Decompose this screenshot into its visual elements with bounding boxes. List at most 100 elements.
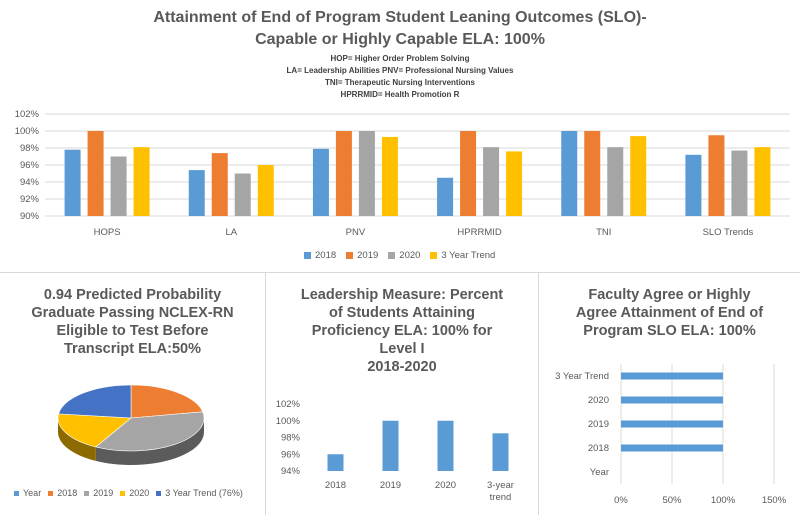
pie-title-line4: Transcript ELA:50%: [64, 341, 201, 357]
main-bar-2019: [335, 131, 352, 216]
fac-bar: [621, 396, 723, 404]
pie-slice-side-2020: [58, 418, 96, 461]
leadership-title-line4: Level I: [379, 341, 425, 357]
pie-legend-swatch-year: [14, 490, 19, 496]
main-bar-2020: [110, 156, 127, 216]
main-y-tick-label: 102%: [15, 109, 40, 120]
lead-x-tick-label: 3-year: [487, 480, 514, 491]
pie-legend-2018: 2018: [57, 488, 78, 498]
fac-y-tick-label: 2020: [588, 395, 609, 406]
main-bar-2020: [483, 147, 500, 216]
legend-swatch-3yr: [430, 252, 438, 259]
pie-chart-legend: Year 2018 2019 2020 3 Year Trend (76%): [14, 488, 243, 498]
main-bar-3-year-trend: [133, 147, 150, 216]
main-bar-3-year-trend: [381, 136, 398, 216]
pie-slice-2019: [95, 411, 205, 452]
leadership-title-line1: Leadership Measure: Percent: [300, 287, 504, 303]
main-bar-3-year-trend: [754, 147, 771, 216]
main-bar-2018: [561, 131, 578, 216]
fac-y-tick-label: 3 Year Trend: [555, 371, 609, 382]
fac-y-tick-label: Year: [590, 467, 609, 478]
main-x-tick-label: HOPS: [94, 227, 121, 238]
main-bar-3-year-trend: [257, 165, 274, 216]
lead-bar: [492, 433, 509, 471]
subtitle-hop: HOP= Higher Order Problem Solving: [330, 54, 470, 63]
main-bar-chart: 90% 92% 94% 96% 98% 100% 102% HOPS LA PNV HPRRMID T…: [15, 109, 790, 238]
lead-y-tick-label: 102%: [276, 399, 301, 410]
faculty-bar-chart: 0% 50% 100% 150% 3 Year Trend 2020 2019 2018 Yea…: [555, 364, 787, 506]
faculty-title-line1: Faculty Agree or Highly: [588, 287, 751, 303]
pie-legend-2019: 2019: [93, 488, 114, 498]
main-y-tick-label: 96%: [20, 160, 40, 171]
faculty-title-line2: Agree Attainment of End of: [575, 305, 764, 321]
pie-chart-title: 0.94 Predicted Probability Graduate Pass…: [0, 286, 265, 358]
lead-x-tick-label-line2: trend: [490, 492, 512, 503]
lead-x-tick-label: 2018: [325, 480, 346, 491]
main-bar-2018: [437, 177, 454, 216]
lead-bar: [382, 420, 399, 471]
subtitle-la-pnv: LA= Leadership Abilities PNV= Profession…: [286, 66, 514, 75]
fac-x-tick-label: 100%: [711, 495, 736, 506]
main-bar-2019: [87, 131, 104, 216]
pie-legend-swatch-2018: [48, 490, 54, 496]
main-bar-2019: [211, 153, 228, 216]
main-bar-2019: [460, 131, 477, 216]
pie-chart: [57, 384, 205, 465]
lead-y-tick-label: 98%: [281, 433, 301, 444]
pie-slice-side-2019: [95, 418, 204, 465]
fac-y-tick-label: 2018: [588, 443, 609, 454]
legend-label-2019: 2019: [357, 250, 379, 261]
pie-legend-3yr: 3 Year Trend (76%): [165, 488, 243, 498]
pie-legend-swatch-3yr: [156, 490, 162, 496]
main-bar-2020: [731, 150, 748, 216]
legend-label-2020: 2020: [399, 250, 421, 261]
main-bar-2018: [64, 149, 81, 216]
fac-x-tick-label: 50%: [662, 495, 682, 506]
pie-legend-swatch-2020: [120, 490, 126, 496]
main-chart-legend: 2018 2019 2020 3 Year Trend: [304, 250, 495, 261]
main-bar-2020: [607, 147, 624, 216]
faculty-chart-title: Faculty Agree or Highly Agree Attainment…: [539, 286, 800, 340]
main-bar-2019: [584, 131, 601, 216]
fac-bar: [621, 372, 723, 380]
pie-title-line3: Eligible to Test Before: [56, 323, 209, 339]
main-chart-title-line2: Capable or Highly Capable ELA: 100%: [255, 31, 545, 48]
vertical-divider-1: [265, 272, 266, 515]
main-y-tick-label: 90%: [20, 211, 40, 222]
lead-bar: [327, 454, 344, 471]
pie-slice-3: [58, 384, 132, 419]
main-bar-2020: [234, 173, 251, 216]
lead-y-tick-label: 100%: [276, 416, 301, 427]
pie-legend-swatch-2019: [84, 490, 90, 496]
main-y-tick-label: 92%: [20, 194, 40, 205]
pie-legend-2020: 2020: [129, 488, 150, 498]
main-bar-3-year-trend: [506, 151, 523, 216]
main-bar-3-year-trend: [630, 136, 647, 216]
main-chart-title-line1: Attainment of End of Program Student Lea…: [153, 9, 647, 26]
pie-title-line2: Graduate Passing NCLEX-RN: [31, 305, 234, 321]
main-x-tick-label: PNV: [346, 227, 366, 238]
main-y-tick-label: 100%: [15, 126, 40, 137]
leadership-title-line5: 2018-2020: [367, 359, 437, 375]
fac-x-tick-label: 150%: [762, 495, 787, 506]
main-x-tick-label: SLO Trends: [703, 227, 754, 238]
fac-x-tick-label: 0%: [614, 495, 628, 506]
fac-bar: [621, 444, 723, 452]
main-bar-2018: [685, 154, 702, 216]
leadership-title-line3: Proficiency ELA: 100% for: [311, 323, 493, 339]
legend-label-2018: 2018: [315, 250, 337, 261]
fac-y-tick-label: 2019: [588, 419, 609, 430]
main-x-tick-label: LA: [225, 227, 237, 238]
lead-x-tick-label: 2020: [435, 480, 456, 491]
main-y-tick-label: 94%: [20, 177, 40, 188]
legend-swatch-2019: [346, 252, 354, 259]
subtitle-tni: TNI= Therapeutic Nursing Interventions: [324, 78, 476, 87]
legend-label-3yr: 3 Year Trend: [441, 250, 496, 261]
pie-slice-2020: [57, 413, 132, 448]
vertical-divider-2: [538, 272, 539, 515]
subtitle-hprrmid: HPRRMID= Health Promotion R: [340, 90, 460, 99]
leadership-title-line2: of Students Attaining: [328, 305, 476, 321]
legend-swatch-2020: [388, 252, 396, 259]
pie-title-line1: 0.94 Predicted Probability: [43, 287, 222, 303]
lead-y-tick-label: 96%: [281, 449, 301, 460]
